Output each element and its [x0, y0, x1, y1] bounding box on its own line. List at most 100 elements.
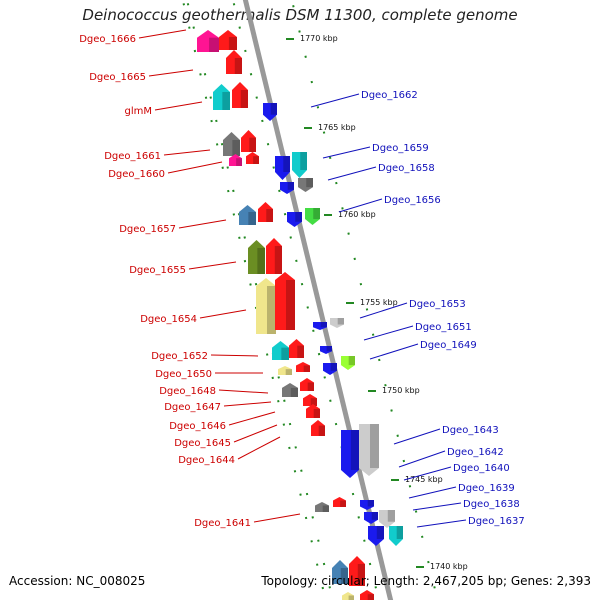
gene-shade	[387, 510, 395, 522]
gene-label-left: Dgeo_1657	[119, 224, 176, 235]
accession-text: Accession: NC_008025	[9, 574, 146, 588]
gene-shade	[307, 382, 314, 391]
gene-shade	[330, 363, 337, 371]
gene-label-left: Dgeo_1652	[151, 351, 208, 362]
gene-label-left: Dgeo_1665	[89, 72, 146, 83]
label-leader-left	[154, 101, 203, 111]
gene-label-left: Dgeo_1661	[104, 151, 161, 162]
gene-label-right: Dgeo_1638	[463, 499, 520, 510]
scale-label: 1760 kbp	[338, 210, 376, 219]
gene-shade	[300, 152, 307, 170]
gene-label-left: Dgeo_1641	[194, 518, 251, 529]
gene-shade	[232, 140, 240, 156]
label-leader-left	[233, 424, 278, 443]
gene-label-left: glmM	[125, 106, 153, 117]
gene-label-left: Dgeo_1644	[178, 455, 235, 466]
topology-text: Topology: circular; Length: 2,467,205 bp…	[261, 574, 591, 588]
scale-label: 1740 kbp	[430, 562, 468, 571]
gene-shade	[248, 212, 256, 225]
gene-shade	[257, 248, 265, 274]
gene-label-left: Dgeo_1650	[155, 369, 212, 380]
label-leader-right	[412, 502, 462, 511]
gene-shade	[340, 568, 348, 584]
gene-shade	[337, 318, 344, 325]
gene-shade	[320, 322, 327, 328]
gene-shade	[270, 103, 277, 115]
gene-shade	[290, 387, 298, 397]
gene-shade	[376, 526, 384, 539]
label-leader-left	[188, 261, 237, 270]
label-leader-right	[403, 466, 452, 481]
gene-shade	[371, 512, 378, 520]
gene-label-right: Dgeo_1653	[409, 299, 466, 310]
gene-shade	[306, 178, 313, 188]
gene-label-right: Dgeo_1639	[458, 483, 515, 494]
gene-shade	[322, 505, 329, 512]
gene-shade	[357, 564, 365, 586]
scale-label: 1750 kbp	[382, 386, 420, 395]
gene-label-left: Dgeo_1654	[140, 314, 197, 325]
gene-shade	[348, 595, 354, 600]
gene-shade	[313, 408, 320, 418]
label-leader-right	[338, 198, 383, 213]
gene-label-right: Dgeo_1637	[468, 516, 525, 527]
label-leader-right	[363, 325, 414, 341]
gene-shade	[266, 209, 273, 222]
gene-label-right: Dgeo_1649	[420, 340, 477, 351]
label-leader-left	[237, 436, 281, 460]
gene-shade	[348, 356, 355, 366]
gene-shade	[236, 158, 242, 166]
label-leader-right	[310, 93, 360, 108]
gene-label-left: Dgeo_1645	[174, 438, 231, 449]
gene-shade	[287, 182, 294, 190]
gene-label-right: Dgeo_1642	[447, 447, 504, 458]
label-leader-left	[148, 69, 194, 77]
label-leader-right	[322, 146, 371, 159]
gene-label-left: Dgeo_1666	[79, 34, 136, 45]
gene-label-left: Dgeo_1660	[108, 169, 165, 180]
gene-shade	[310, 398, 317, 406]
gene-shade	[228, 37, 237, 50]
gene-shade	[318, 425, 325, 436]
gene-label-left: Dgeo_1646	[169, 421, 226, 432]
guide-line-far-left	[181, 0, 327, 600]
label-leader-right	[416, 519, 467, 528]
gene-shade	[297, 345, 304, 358]
gene-shade	[367, 500, 374, 507]
label-leader-left	[218, 389, 269, 394]
gene-label-left: Dgeo_1647	[164, 402, 221, 413]
gene-label-left: Dgeo_1655	[129, 265, 186, 276]
label-leader-right	[408, 486, 457, 499]
label-leader-left	[178, 219, 227, 229]
gene-shade	[367, 594, 374, 600]
label-leader-right	[398, 450, 446, 468]
gene-shade	[274, 246, 282, 274]
label-leader-left	[223, 401, 272, 407]
label-leader-right	[359, 302, 408, 319]
scale-label: 1765 kbp	[318, 123, 356, 132]
gene-shade	[340, 500, 346, 507]
gene-label-right: Dgeo_1640	[453, 463, 510, 474]
scale-label: 1770 kbp	[300, 34, 338, 43]
gene-shade	[281, 347, 289, 360]
gene-shade	[313, 208, 320, 220]
gene-label-right: Dgeo_1651	[415, 322, 472, 333]
label-leader-left	[199, 309, 247, 319]
gene-shade	[285, 369, 292, 375]
label-leader-right	[327, 166, 377, 181]
label-leader-left	[228, 411, 276, 426]
label-leader-left	[253, 513, 301, 523]
scale-label: 1745 kbp	[405, 475, 443, 484]
gene-shade	[350, 430, 359, 470]
gene-label-right: Dgeo_1658	[378, 163, 435, 174]
label-leader-left	[138, 29, 187, 39]
label-leader-left	[163, 149, 211, 156]
gene-shade	[267, 286, 276, 334]
scale-label: 1755 kbp	[360, 298, 398, 307]
gene-label-left: Dgeo_1648	[159, 386, 216, 397]
label-leader-right	[393, 428, 441, 445]
map-title: Deinococcus geothermalis DSM 11300, comp…	[82, 6, 518, 24]
guide-line-left	[231, 0, 380, 600]
label-leader-right	[369, 343, 419, 360]
gene-shade	[253, 156, 259, 164]
